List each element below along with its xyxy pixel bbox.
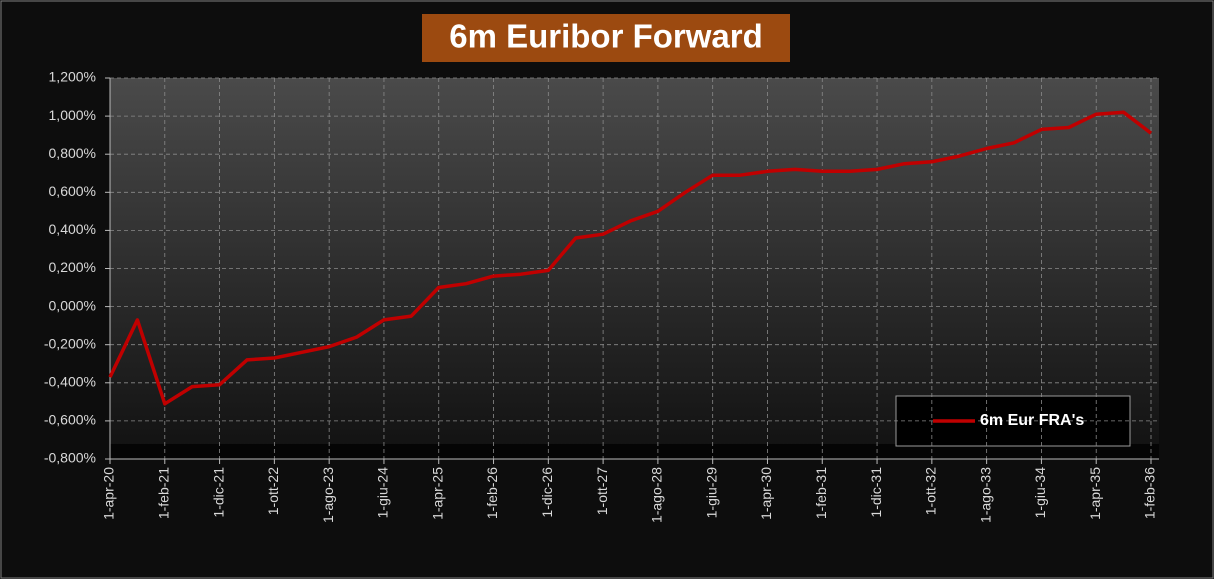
x-tick-label: 1-dic-31	[868, 467, 884, 518]
chart-title: 6m Euribor Forward	[449, 18, 763, 55]
x-tick-label: 1-ago-23	[320, 467, 336, 523]
x-tick-label: 1-giu-24	[375, 467, 391, 519]
x-tick-label: 1-feb-31	[813, 467, 829, 519]
x-tick-label: 1-ago-33	[977, 467, 993, 523]
plot-floor	[110, 444, 1159, 459]
x-tick-label: 1-ago-28	[649, 467, 665, 523]
y-tick-label: 0,200%	[49, 259, 96, 275]
x-tick-label: 1-giu-34	[1032, 467, 1048, 519]
x-tick-label: 1-dic-26	[539, 467, 555, 518]
x-tick-label: 1-dic-21	[210, 467, 226, 518]
y-tick-label: 0,600%	[49, 183, 96, 199]
y-tick-label: 0,400%	[49, 221, 96, 237]
y-tick-label: -0,600%	[44, 412, 96, 428]
x-tick-label: 1-apr-30	[758, 467, 774, 520]
legend-label: 6m Eur FRA's	[980, 412, 1084, 429]
y-tick-label: 0,000%	[49, 297, 96, 313]
x-tick-label: 1-apr-20	[101, 467, 117, 520]
x-tick-label: 1-ott-22	[265, 467, 281, 515]
y-tick-label: -0,800%	[44, 450, 96, 466]
x-tick-label: 1-apr-35	[1087, 467, 1103, 520]
y-tick-label: 1,000%	[49, 107, 96, 123]
x-tick-label: 1-apr-25	[429, 467, 445, 520]
x-tick-label: 1-feb-36	[1142, 467, 1158, 519]
y-tick-label: -0,400%	[44, 374, 96, 390]
y-tick-label: 0,800%	[49, 145, 96, 161]
x-tick-label: 1-feb-21	[155, 467, 171, 519]
x-tick-label: 1-giu-29	[703, 467, 719, 519]
data-line	[108, 110, 1153, 406]
title-box	[422, 14, 790, 62]
y-tick-label: 1,200%	[49, 69, 96, 85]
x-tick-label: 1-feb-26	[484, 467, 500, 519]
x-tick-label: 1-ott-32	[923, 467, 939, 515]
y-tick-label: -0,200%	[44, 335, 96, 351]
x-tick-label: 1-ott-27	[594, 467, 610, 515]
